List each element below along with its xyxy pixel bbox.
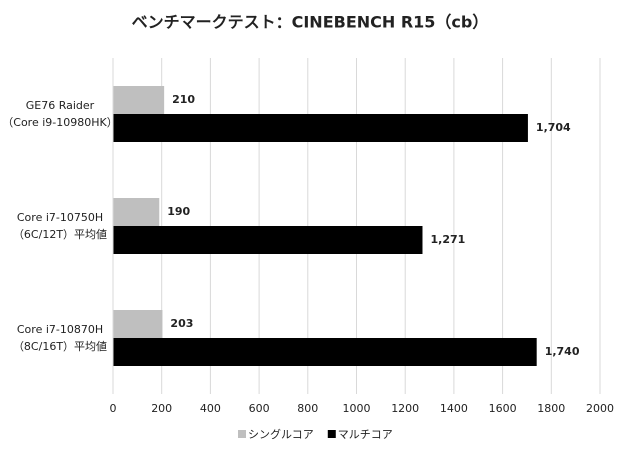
- bar: [113, 226, 423, 254]
- value-label: 210: [172, 93, 195, 106]
- x-tick-label: 2000: [586, 402, 614, 415]
- legend-label: マルチコア: [338, 428, 393, 441]
- bar: [113, 198, 160, 226]
- x-tick-label: 600: [249, 402, 270, 415]
- bar: [113, 114, 528, 142]
- x-tick-label: 0: [110, 402, 117, 415]
- bar: [113, 338, 537, 366]
- x-tick-label: 1400: [440, 402, 468, 415]
- legend-swatch: [238, 430, 246, 438]
- x-tick-label: 400: [200, 402, 221, 415]
- chart-title: ベンチマークテスト：CINEBENCH R15（cb）: [132, 13, 489, 32]
- value-label: 190: [167, 205, 190, 218]
- legend-label: シングルコア: [248, 427, 314, 441]
- bar: [113, 310, 163, 338]
- x-tick-label: 1800: [537, 402, 565, 415]
- y-tick-label: Core i7-10750H: [17, 211, 103, 224]
- bar: [113, 86, 165, 114]
- x-tick-label: 1000: [343, 402, 371, 415]
- legend-swatch: [327, 430, 336, 438]
- x-tick-label: 1600: [489, 402, 517, 415]
- x-tick-label: 800: [297, 402, 318, 415]
- value-label: 1,704: [536, 121, 571, 134]
- y-tick-label: （8C/16T）平均値: [13, 340, 107, 353]
- x-tick-label: 200: [151, 402, 172, 415]
- x-tick-label: 1200: [391, 402, 419, 415]
- value-label: 1,271: [430, 233, 465, 246]
- y-tick-label: Core i7-10870H: [17, 323, 103, 336]
- y-tick-label: GE76 Raider: [26, 99, 95, 112]
- value-label: 203: [170, 317, 193, 330]
- y-tick-label: （6C/12T）平均値: [13, 228, 107, 241]
- value-label: 1,740: [545, 345, 580, 358]
- y-tick-label: （Core i9-10980HK）: [2, 116, 117, 129]
